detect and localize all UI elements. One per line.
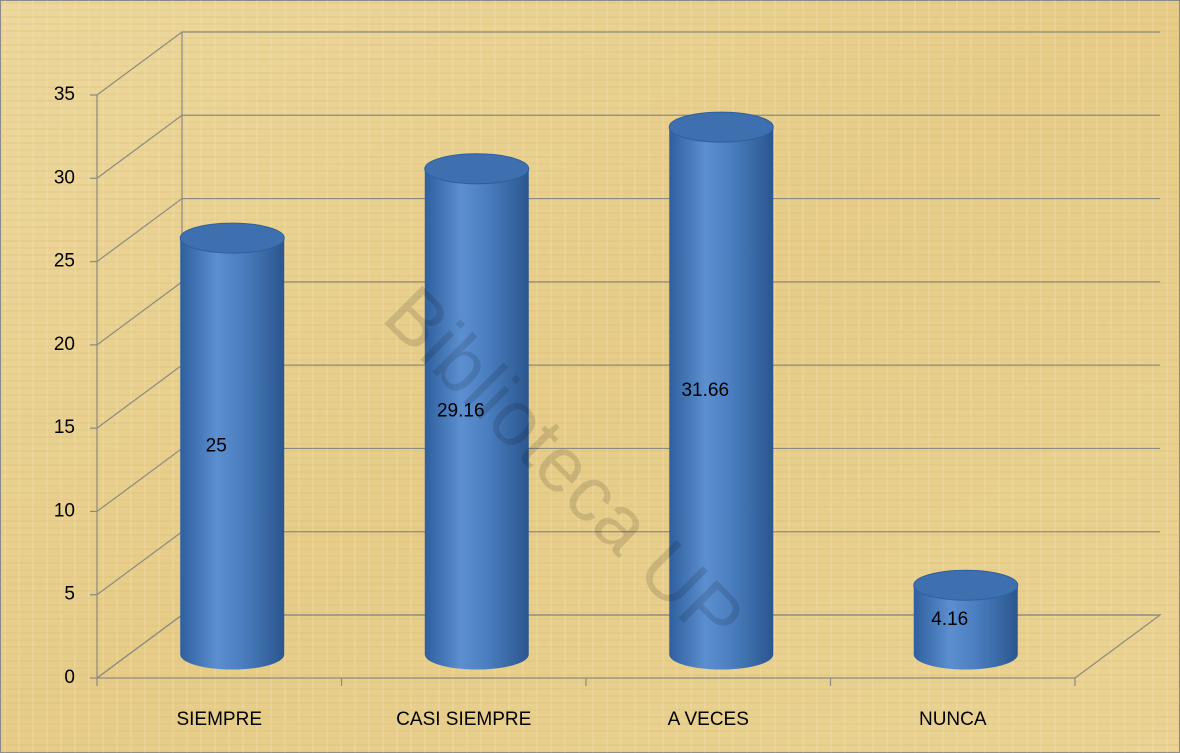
value-label: 29.16 xyxy=(437,401,485,422)
grid-line-side xyxy=(96,198,183,263)
value-label: 31.66 xyxy=(681,380,729,401)
bar-top xyxy=(668,111,774,143)
value-label: 25 xyxy=(206,435,227,456)
x-tick-label: A VECES xyxy=(668,709,749,730)
bar-top xyxy=(913,569,1019,601)
x-tick-label: CASI SIEMPRE xyxy=(396,709,531,730)
y-tick-label: 10 xyxy=(54,500,75,521)
grid-line-side xyxy=(96,447,183,512)
y-tick-label: 15 xyxy=(54,417,75,438)
bar-top xyxy=(424,153,530,185)
bar xyxy=(669,127,774,670)
y-tick-label: 5 xyxy=(64,584,75,605)
bar-top xyxy=(179,222,285,254)
grid-line-side xyxy=(96,614,183,679)
y-tick-label: 20 xyxy=(54,334,75,355)
x-tick-label: SIEMPRE xyxy=(176,709,262,730)
grid-line-side xyxy=(96,281,183,346)
grid-line-side xyxy=(96,31,183,96)
y-tick-label: 25 xyxy=(54,251,75,272)
bar xyxy=(180,238,285,670)
grid-line-side xyxy=(96,364,183,429)
y-tick-label: 0 xyxy=(64,667,75,688)
grid-line-side xyxy=(96,531,183,596)
bar xyxy=(913,585,1018,670)
value-label: 4.16 xyxy=(931,609,968,630)
y-tick-label: 30 xyxy=(54,167,75,188)
y-tick-label: 35 xyxy=(54,84,75,105)
grid-line-side xyxy=(96,114,183,179)
x-tick-label: NUNCA xyxy=(919,709,987,730)
bar xyxy=(424,168,529,670)
